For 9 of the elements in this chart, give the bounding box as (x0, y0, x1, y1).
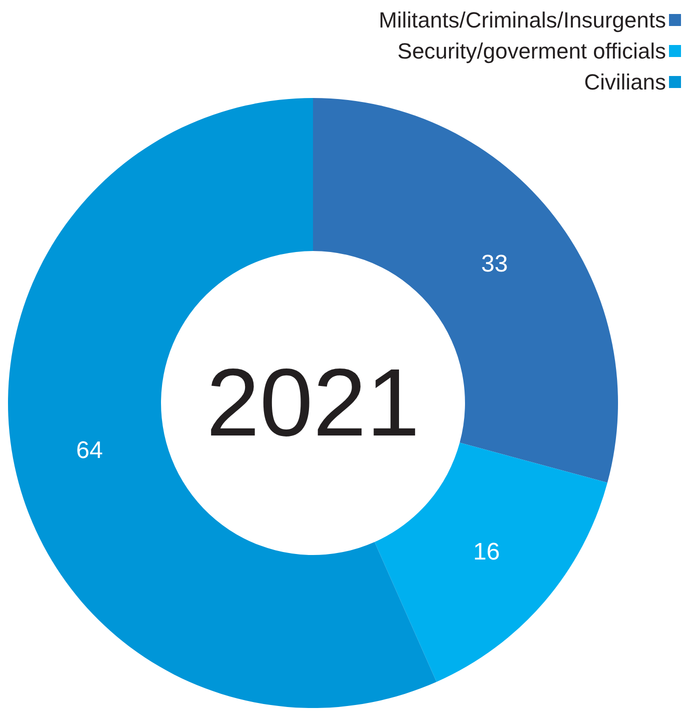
legend-label: Security/goverment officials (397, 38, 666, 64)
legend-label: Militants/Criminals/Insurgents (378, 8, 666, 32)
legend-label: Civilians (584, 70, 666, 94)
data-label: 64 (76, 436, 103, 464)
data-label: 33 (481, 250, 508, 278)
text: 2021 (206, 350, 420, 456)
donut-slice (374, 442, 608, 682)
donut-slice (8, 98, 437, 708)
data-label: 16 (473, 538, 500, 566)
